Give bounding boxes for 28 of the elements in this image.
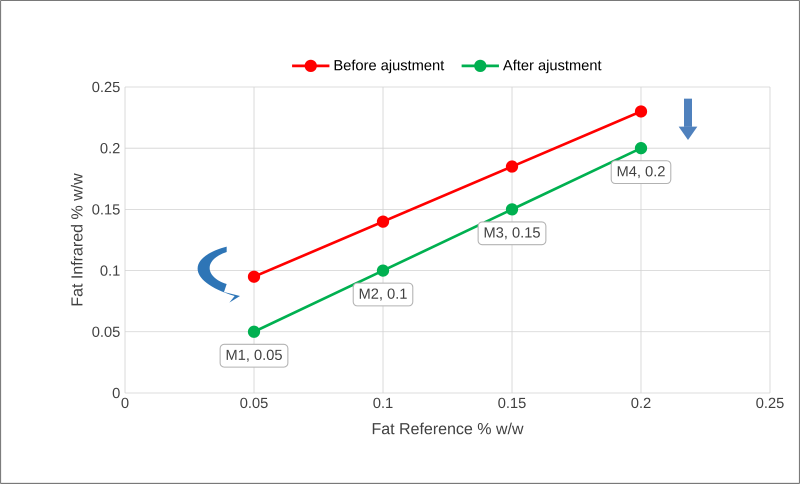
x-tick-label: 0.1 <box>373 398 392 408</box>
x-tick-label: 0.15 <box>498 398 526 408</box>
legend-label: After ajustment <box>502 60 602 74</box>
y-tick-label: 0.1 <box>100 265 120 276</box>
point <box>634 105 648 118</box>
point <box>634 142 648 154</box>
y-tick-label: 0.05 <box>92 326 120 337</box>
annotation: M3, 0.15 <box>484 227 540 240</box>
annotation: M4, 0.2 <box>618 166 665 178</box>
annotation: M2, 0.1 <box>360 288 407 301</box>
annotation: M1, 0.05 <box>226 350 282 362</box>
point <box>506 160 518 173</box>
point <box>248 326 260 338</box>
x-tick-label: 0.05 <box>240 398 268 408</box>
y-tick-label: 0.25 <box>92 82 120 92</box>
y-axis-title: Fat Infrared % w/w <box>70 173 83 306</box>
point <box>376 215 390 228</box>
x-tick-label: 0.25 <box>756 398 784 408</box>
point <box>506 203 518 216</box>
y-tick-label: 0.15 <box>92 204 120 215</box>
x-axis-title: Fat Reference % w/w <box>372 422 524 434</box>
y-tick-label: 0 <box>112 388 120 398</box>
x-tick-label: 0 <box>121 398 128 408</box>
y-tick-label: 0.2 <box>100 143 120 154</box>
point <box>376 264 390 277</box>
x-tick-label: 0.2 <box>631 398 650 408</box>
point <box>248 270 260 283</box>
legend-label: Before ajustment <box>334 60 444 74</box>
